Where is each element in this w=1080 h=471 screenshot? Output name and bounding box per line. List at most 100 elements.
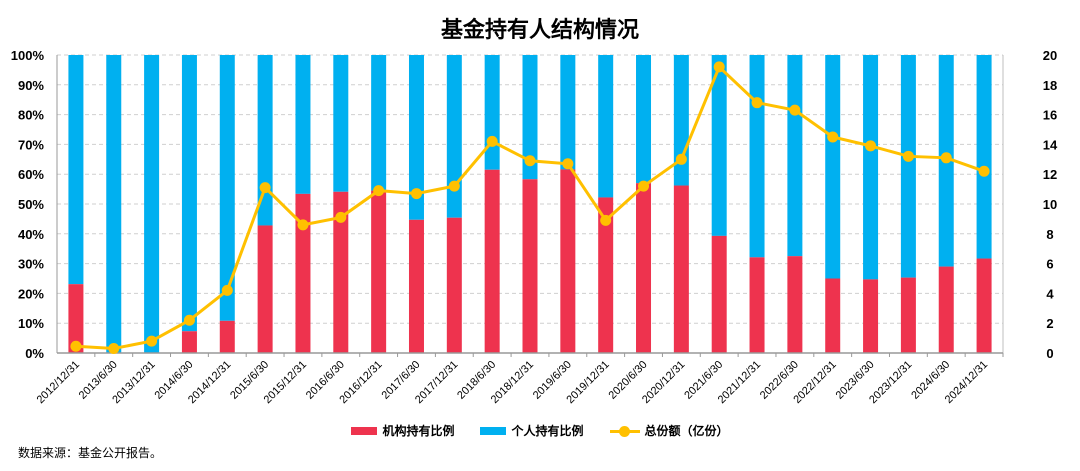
bar-individual bbox=[295, 55, 311, 194]
bar-individual bbox=[560, 55, 576, 170]
bar-institutional bbox=[673, 185, 689, 353]
y-right-tick-label: 2 bbox=[1046, 316, 1053, 331]
y-left-tick-label: 50% bbox=[18, 197, 44, 212]
bar-individual bbox=[371, 55, 387, 191]
bar-institutional bbox=[484, 169, 500, 353]
bar-individual bbox=[408, 55, 424, 220]
bar-institutional bbox=[295, 193, 311, 353]
line-point bbox=[675, 153, 687, 165]
bar-individual bbox=[181, 55, 197, 332]
y-left-tick-label: 90% bbox=[18, 78, 44, 93]
bar-institutional bbox=[636, 183, 652, 353]
bar-institutional bbox=[68, 284, 84, 353]
legend-item-institutional: 机构持有比例 bbox=[351, 422, 454, 439]
line-point bbox=[524, 155, 536, 167]
line-point bbox=[410, 188, 422, 200]
bar-individual bbox=[484, 55, 500, 170]
bar-individual bbox=[144, 55, 160, 353]
bar-institutional bbox=[711, 235, 727, 353]
legend: 机构持有比例 个人持有比例 总份额（亿份） bbox=[0, 422, 1080, 439]
bar-individual bbox=[257, 55, 273, 226]
line-point bbox=[940, 152, 952, 164]
y-right-tick-label: 10 bbox=[1043, 197, 1057, 212]
line-point bbox=[183, 314, 195, 326]
line-point bbox=[789, 104, 801, 116]
line-point bbox=[902, 150, 914, 162]
line-point bbox=[373, 185, 385, 197]
y-left-tick-label: 60% bbox=[18, 167, 44, 182]
line-point bbox=[448, 180, 460, 192]
bar-institutional bbox=[371, 190, 387, 353]
bar-individual bbox=[598, 55, 614, 198]
line-point bbox=[751, 97, 763, 109]
y-left-tick-label: 100% bbox=[11, 48, 45, 63]
bar-institutional bbox=[181, 331, 197, 353]
chart: 0% 10% 20% 30% 40% 50% 60% 70% 80% 90% 100% 0 2 4 6 8 10… bbox=[11, 48, 1058, 406]
y-left-tick-label: 30% bbox=[18, 257, 44, 272]
legend-label: 个人持有比例 bbox=[511, 424, 584, 438]
y-right-tick-label: 14 bbox=[1043, 137, 1058, 152]
y-right-tick-label: 6 bbox=[1046, 257, 1053, 272]
bar-institutional bbox=[408, 219, 424, 353]
bar-individual bbox=[636, 55, 652, 184]
legend-label: 机构持有比例 bbox=[382, 424, 455, 438]
line-point bbox=[486, 135, 498, 147]
bar-individual bbox=[787, 55, 803, 257]
bar-institutional bbox=[825, 278, 841, 353]
bar-institutional bbox=[787, 256, 803, 353]
bar-institutional bbox=[257, 225, 273, 353]
y-right-tick-label: 4 bbox=[1046, 286, 1054, 301]
bar-institutional bbox=[598, 197, 614, 353]
bar-individual bbox=[711, 55, 727, 236]
bar-individual bbox=[446, 55, 462, 218]
bar-institutional bbox=[446, 217, 462, 353]
line-point bbox=[713, 61, 725, 73]
bar-institutional bbox=[749, 257, 765, 353]
bar-individual bbox=[900, 55, 916, 278]
line-point bbox=[146, 335, 158, 347]
bar-individual bbox=[219, 55, 235, 321]
line-point bbox=[108, 343, 120, 355]
y-right-tick-label: 12 bbox=[1043, 167, 1057, 182]
x-tick-label: 2012/12/31 bbox=[35, 359, 82, 406]
bar-individual bbox=[522, 55, 538, 180]
y-right-tick-label: 8 bbox=[1046, 227, 1053, 242]
bar-institutional bbox=[976, 258, 992, 353]
bar-institutional bbox=[219, 320, 235, 353]
bar-individual bbox=[825, 55, 841, 279]
source-note: 数据来源：基金公开报告。 bbox=[18, 446, 163, 460]
y-left-tick-label: 40% bbox=[18, 227, 44, 242]
bar-institutional bbox=[938, 266, 954, 353]
line-point bbox=[978, 165, 990, 177]
legend-item-individual: 个人持有比例 bbox=[480, 422, 584, 439]
line-point bbox=[221, 284, 233, 296]
bar-individual bbox=[976, 55, 992, 259]
bar-individual bbox=[673, 55, 689, 186]
line-point bbox=[259, 182, 271, 194]
bar-individual bbox=[68, 55, 84, 285]
y-right-tick-label: 16 bbox=[1043, 108, 1057, 123]
bar-institutional bbox=[522, 179, 538, 353]
bar-individual bbox=[106, 55, 122, 353]
y-left-tick-label: 20% bbox=[18, 286, 44, 301]
y-right-tick-label: 0 bbox=[1046, 346, 1053, 361]
y-right-tick-label: 20 bbox=[1043, 48, 1057, 63]
line-point bbox=[865, 140, 877, 152]
chart-title: 基金持有人结构情况 bbox=[440, 17, 639, 42]
legend-swatch bbox=[480, 426, 507, 435]
bar-institutional bbox=[900, 277, 916, 353]
line-point bbox=[827, 131, 839, 143]
line-point bbox=[335, 211, 347, 223]
bar-individual bbox=[333, 55, 349, 192]
legend-swatch bbox=[609, 425, 640, 437]
y-left-tick-label: 10% bbox=[18, 316, 44, 331]
y-right-tick-label: 18 bbox=[1043, 78, 1057, 93]
line-point bbox=[297, 219, 309, 231]
line-point bbox=[70, 340, 82, 352]
y-left-tick-label: 70% bbox=[18, 137, 44, 152]
y-left-tick-label: 80% bbox=[18, 108, 44, 123]
legend-label: 总份额（亿份） bbox=[644, 424, 729, 438]
legend-item-total-shares: 总份额（亿份） bbox=[609, 422, 729, 439]
bar-institutional bbox=[863, 279, 879, 353]
legend-swatch bbox=[351, 426, 378, 435]
